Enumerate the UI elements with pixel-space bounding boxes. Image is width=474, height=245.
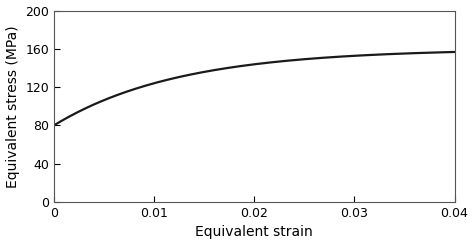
X-axis label: Equivalent strain: Equivalent strain [195,225,313,239]
Y-axis label: Equivalent stress (MPa): Equivalent stress (MPa) [6,25,19,188]
